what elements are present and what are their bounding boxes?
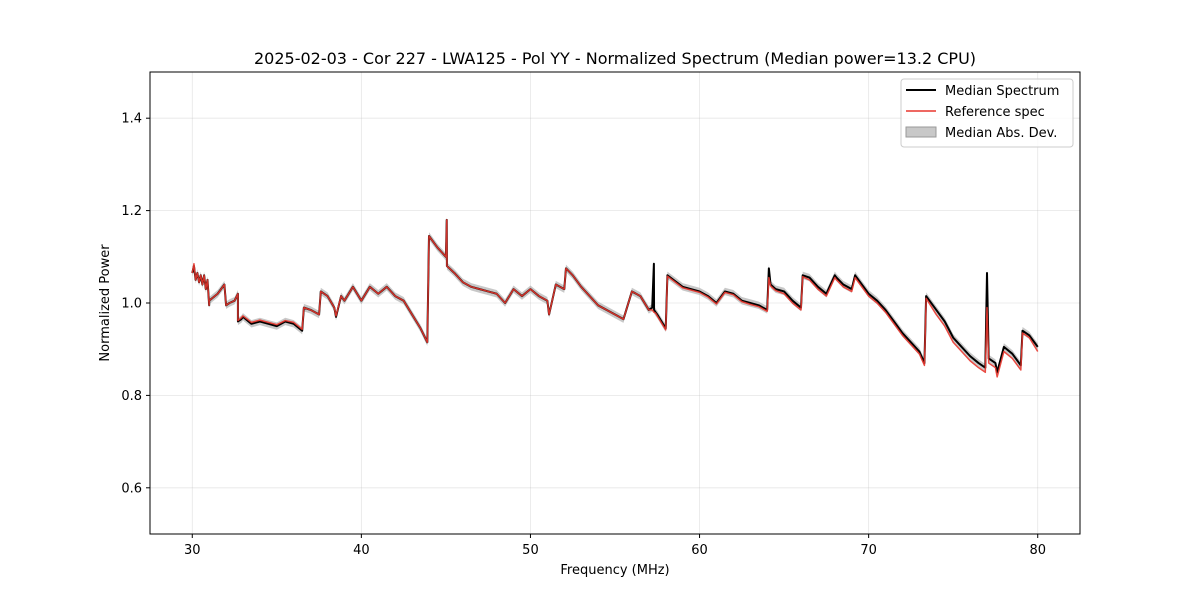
y-tick-label: 1.2 — [121, 204, 142, 219]
x-tick-label: 80 — [1029, 543, 1046, 558]
legend: Median Spectrum Reference spec Median Ab… — [900, 78, 1074, 148]
y-axis-ticks: 0.6 0.8 1.0 1.2 1.4 — [121, 112, 150, 496]
y-tick-label: 1.4 — [121, 112, 142, 127]
legend-swatch-median-abs-dev — [905, 126, 937, 138]
x-tick-label: 70 — [860, 543, 877, 558]
legend-label-median-spectrum: Median Spectrum — [945, 84, 1059, 99]
x-axis-label: Frequency (MHz) — [560, 563, 669, 578]
reference-spectrum-line — [191, 219, 1039, 378]
x-axis-ticks: 30 40 50 60 70 80 — [184, 534, 1046, 558]
y-tick-label: 0.6 — [121, 481, 142, 496]
x-tick-label: 30 — [184, 543, 201, 558]
chart-title: 2025-02-03 - Cor 227 - LWA125 - Pol YY -… — [254, 49, 976, 68]
x-tick-label: 60 — [691, 543, 708, 558]
y-tick-label: 0.8 — [121, 389, 142, 404]
x-tick-label: 50 — [522, 543, 539, 558]
legend-box — [900, 78, 1074, 148]
legend-label-reference-spec: Reference spec — [945, 105, 1045, 120]
series-layer — [191, 218, 1039, 378]
legend-label-median-abs-dev: Median Abs. Dev. — [945, 126, 1057, 141]
y-axis-label: Normalized Power — [98, 244, 113, 362]
y-tick-label: 1.0 — [121, 297, 142, 312]
x-tick-label: 40 — [353, 543, 370, 558]
